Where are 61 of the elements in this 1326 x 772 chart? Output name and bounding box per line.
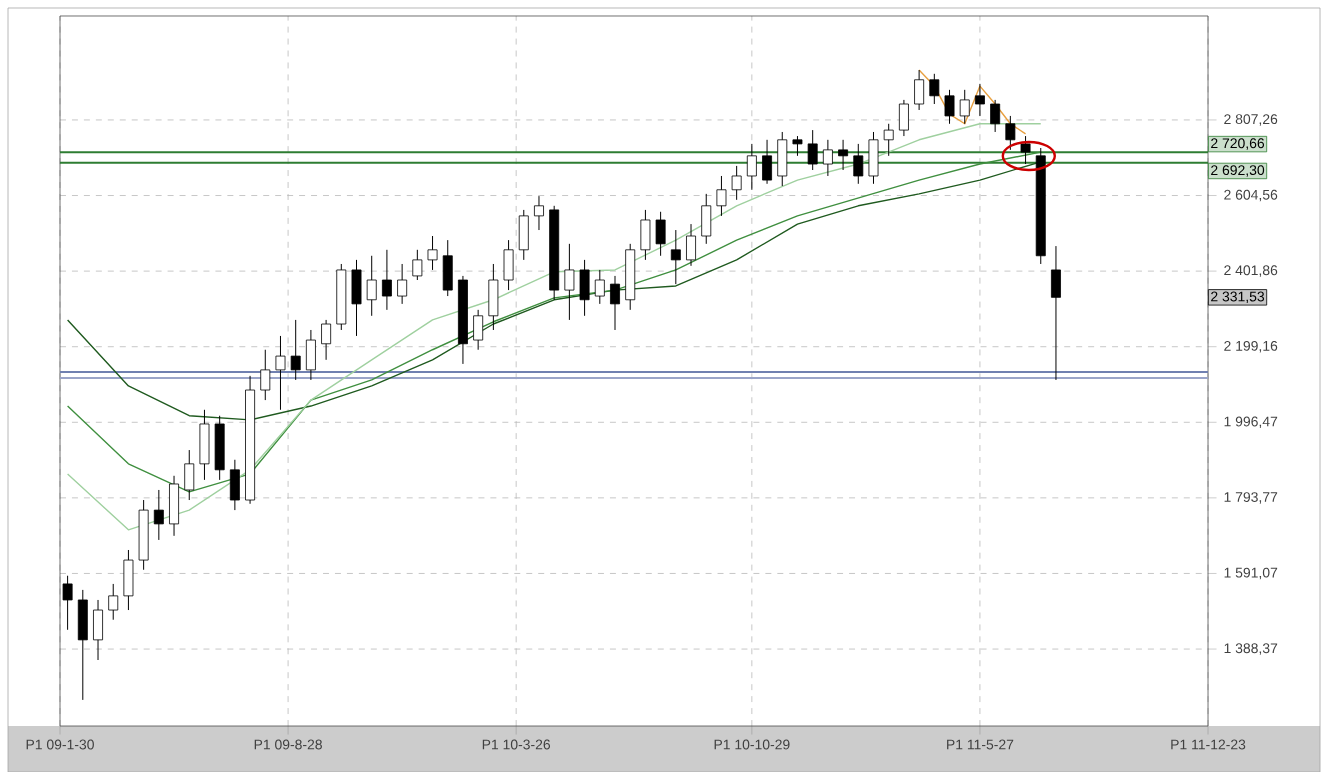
- candlestick: [93, 599, 103, 661]
- candlestick: [77, 589, 88, 701]
- candlestick: [746, 143, 757, 191]
- candlestick: [853, 143, 864, 185]
- candlestick: [762, 139, 773, 185]
- candlestick: [822, 139, 833, 177]
- candlestick: [214, 415, 225, 481]
- candlestick: [229, 459, 240, 511]
- candlestick: [716, 175, 727, 217]
- candlestick: [990, 99, 1001, 133]
- candlestick: [838, 139, 849, 171]
- candlestick: [701, 193, 712, 245]
- candlestick: [731, 165, 742, 201]
- candlestick: [427, 235, 438, 271]
- candlestick: [1020, 135, 1031, 165]
- candlestick: [260, 349, 271, 401]
- candlestick: [518, 209, 529, 261]
- candlestick: [290, 319, 301, 381]
- candlestick: [670, 229, 681, 285]
- candlestick: [397, 263, 408, 305]
- candlestick: [108, 583, 119, 621]
- candlestick: [579, 259, 590, 317]
- candlestick: [594, 269, 605, 305]
- candlestick: [792, 135, 803, 157]
- candlestick: [305, 329, 316, 381]
- candlestick: [929, 73, 940, 105]
- candlestick: [366, 255, 377, 317]
- candlestick: [655, 211, 666, 257]
- candlestick: [564, 243, 575, 321]
- candlestick: [1051, 245, 1061, 381]
- candlestick: [610, 275, 620, 331]
- candlestick: [473, 309, 484, 351]
- candlestick: [807, 129, 818, 171]
- candlestick: [868, 131, 879, 185]
- candlestick: [777, 131, 788, 187]
- candlestick: [959, 89, 970, 125]
- candlestick: [199, 409, 210, 481]
- candlestick: [914, 69, 925, 111]
- candlestick: [488, 263, 499, 331]
- candlestick: [275, 335, 286, 411]
- candlestick: [640, 209, 651, 261]
- candlestick: [381, 249, 392, 311]
- candlestick: [974, 83, 985, 117]
- candlestick: [1005, 115, 1016, 151]
- candlestick: [412, 249, 423, 281]
- line-series: [66, 123, 1042, 531]
- candlestick: [503, 239, 514, 291]
- candlestick: [686, 223, 696, 267]
- line-series: [66, 161, 1042, 421]
- candlestick: [351, 259, 362, 337]
- candlestick: [123, 549, 134, 611]
- candlestick: [898, 99, 909, 137]
- candlestick: [534, 195, 544, 231]
- candlestick: [321, 319, 332, 361]
- candlestick: [883, 123, 894, 157]
- candlestick: [442, 239, 453, 297]
- candlestick: [944, 89, 955, 125]
- candlestick: [62, 575, 73, 631]
- candlestick: [169, 475, 179, 537]
- candlestick: [153, 489, 164, 541]
- candlestick: [184, 449, 195, 501]
